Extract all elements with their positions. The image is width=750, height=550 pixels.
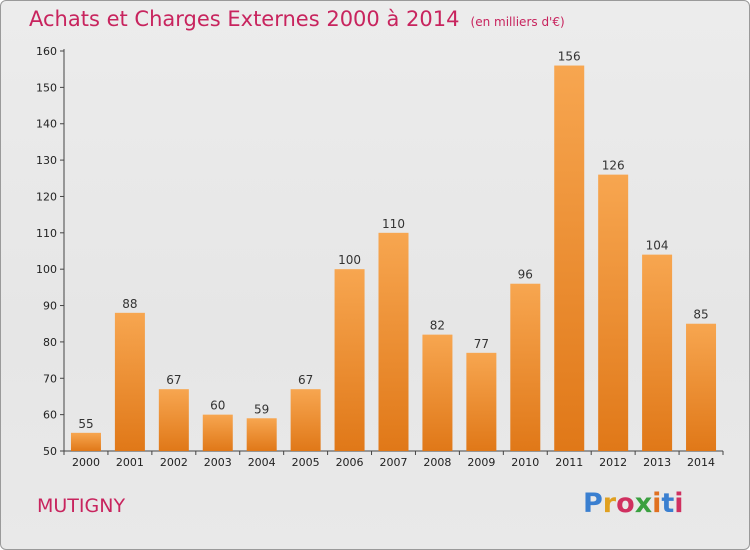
title-main: Achats et Charges Externes 2000 à 2014 bbox=[29, 7, 460, 31]
bar bbox=[202, 414, 233, 451]
y-tick-label: 110 bbox=[36, 227, 57, 240]
data-label: 55 bbox=[78, 417, 93, 431]
bar bbox=[246, 418, 277, 451]
data-label: 59 bbox=[254, 402, 269, 416]
x-tick-label: 2010 bbox=[511, 456, 539, 469]
data-label: 60 bbox=[210, 399, 225, 413]
data-label: 67 bbox=[166, 373, 181, 387]
data-label: 104 bbox=[646, 239, 669, 253]
bar bbox=[378, 232, 409, 451]
x-tick-label: 2004 bbox=[248, 456, 276, 469]
logo-letter: t bbox=[661, 488, 675, 519]
logo-letter: o bbox=[616, 488, 635, 519]
x-tick-label: 2005 bbox=[292, 456, 320, 469]
x-tick-label: 2000 bbox=[72, 456, 100, 469]
bar bbox=[466, 352, 497, 451]
y-tick-label: 60 bbox=[43, 409, 57, 422]
data-label: 67 bbox=[298, 373, 313, 387]
data-label: 96 bbox=[518, 268, 533, 282]
bar bbox=[554, 65, 585, 451]
data-label: 88 bbox=[122, 297, 137, 311]
x-tick-label: 2014 bbox=[687, 456, 715, 469]
chart-title: Achats et Charges Externes 2000 à 2014 (… bbox=[29, 7, 565, 31]
x-tick-label: 2007 bbox=[380, 456, 408, 469]
y-tick-label: 50 bbox=[43, 445, 57, 458]
proxiti-logo: Proxiti bbox=[583, 488, 684, 519]
x-tick-label: 2013 bbox=[643, 456, 671, 469]
x-tick-label: 2009 bbox=[467, 456, 495, 469]
city-name: MUTIGNY bbox=[37, 495, 126, 517]
data-label: 77 bbox=[474, 337, 489, 351]
x-tick-label: 2003 bbox=[204, 456, 232, 469]
y-tick-label: 100 bbox=[36, 263, 57, 276]
y-tick-label: 160 bbox=[36, 45, 57, 58]
logo-letter: r bbox=[602, 488, 617, 519]
bar bbox=[158, 389, 189, 451]
data-label: 82 bbox=[430, 319, 445, 333]
data-label: 100 bbox=[338, 253, 361, 267]
bar bbox=[334, 269, 365, 451]
y-tick-label: 140 bbox=[36, 118, 57, 131]
y-tick-label: 130 bbox=[36, 154, 57, 167]
bar bbox=[642, 254, 673, 451]
bar bbox=[598, 174, 629, 452]
x-tick-label: 2001 bbox=[116, 456, 144, 469]
x-tick-label: 2002 bbox=[160, 456, 188, 469]
bar bbox=[686, 323, 717, 451]
data-label: 126 bbox=[602, 159, 625, 173]
data-label: 110 bbox=[382, 217, 405, 231]
bar bbox=[422, 334, 453, 451]
y-tick-label: 90 bbox=[43, 300, 57, 313]
y-tick-label: 70 bbox=[43, 372, 57, 385]
x-tick-label: 2008 bbox=[423, 456, 451, 469]
logo-letter: P bbox=[583, 488, 603, 519]
title-unit: (en milliers d'€) bbox=[470, 15, 565, 29]
logo-letter: x bbox=[634, 488, 653, 519]
y-tick-label: 150 bbox=[36, 81, 57, 94]
bar bbox=[114, 312, 145, 451]
x-tick-label: 2006 bbox=[336, 456, 364, 469]
y-tick-label: 120 bbox=[36, 190, 57, 203]
bar bbox=[290, 389, 321, 451]
bar bbox=[70, 432, 101, 451]
x-tick-label: 2011 bbox=[555, 456, 583, 469]
data-label: 85 bbox=[693, 308, 708, 322]
bar bbox=[510, 283, 541, 451]
data-label: 156 bbox=[558, 50, 581, 64]
y-tick-label: 80 bbox=[43, 336, 57, 349]
logo-letter: i bbox=[674, 488, 684, 519]
x-tick-label: 2012 bbox=[599, 456, 627, 469]
logo-letter: i bbox=[652, 488, 662, 519]
